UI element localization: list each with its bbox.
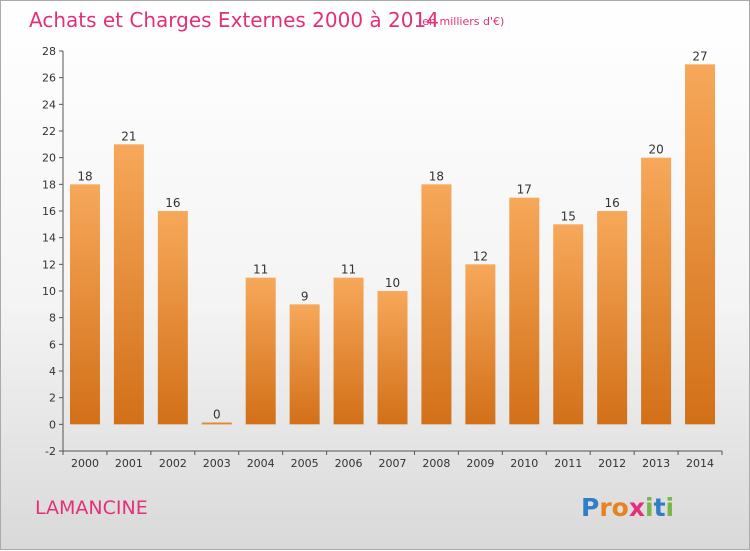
bar-value-label: 10 bbox=[385, 276, 400, 290]
bar bbox=[553, 224, 584, 425]
bar bbox=[113, 144, 144, 425]
bar-value-label: 15 bbox=[561, 209, 576, 223]
y-tick-label: 24 bbox=[42, 98, 56, 111]
bar bbox=[201, 422, 232, 425]
x-tick-label: 2006 bbox=[335, 457, 363, 470]
bar-value-label: 9 bbox=[301, 289, 309, 303]
commune-name: LAMANCINE bbox=[35, 497, 148, 519]
bar bbox=[465, 264, 496, 425]
y-tick-label: 10 bbox=[42, 285, 56, 298]
x-tick-label: 2008 bbox=[422, 457, 450, 470]
y-tick-label: 0 bbox=[49, 418, 56, 431]
bar bbox=[377, 291, 408, 425]
y-tick-label: 22 bbox=[42, 125, 56, 138]
y-tick-label: 20 bbox=[42, 152, 56, 165]
y-tick-label: 18 bbox=[42, 178, 56, 191]
chart-title: Achats et Charges Externes 2000 à 2014 bbox=[29, 8, 439, 32]
bar bbox=[157, 211, 188, 425]
bar-value-label: 16 bbox=[165, 196, 180, 210]
y-tick-label: 4 bbox=[49, 365, 56, 378]
logo-letter: i bbox=[645, 493, 654, 522]
y-tick-label: -2 bbox=[45, 445, 56, 458]
bar bbox=[685, 64, 716, 425]
x-tick-label: 2004 bbox=[247, 457, 275, 470]
logo-letter: r bbox=[599, 493, 612, 522]
plot-area: -202468101214161820222426281820002120011… bbox=[42, 45, 723, 470]
bar-value-label: 11 bbox=[341, 263, 356, 277]
bar-value-label: 27 bbox=[692, 49, 707, 63]
logo-letter: P bbox=[581, 493, 599, 522]
y-tick-label: 14 bbox=[42, 232, 56, 245]
bar-value-label: 18 bbox=[429, 169, 444, 183]
bar bbox=[69, 184, 100, 425]
y-tick-label: 2 bbox=[49, 392, 56, 405]
bar bbox=[641, 157, 672, 425]
bar-value-label: 20 bbox=[648, 143, 663, 157]
logo-letter: i bbox=[666, 493, 675, 522]
logo-letter: o bbox=[612, 493, 629, 522]
y-tick-label: 26 bbox=[42, 72, 56, 85]
bar bbox=[509, 197, 540, 425]
x-tick-label: 2005 bbox=[291, 457, 319, 470]
bar-value-label: 16 bbox=[605, 196, 620, 210]
bar-value-label: 12 bbox=[473, 249, 488, 263]
bar bbox=[333, 277, 364, 425]
x-tick-label: 2009 bbox=[466, 457, 494, 470]
bar-value-label: 18 bbox=[77, 169, 92, 183]
bar-value-label: 21 bbox=[121, 129, 136, 143]
bar-value-label: 17 bbox=[517, 183, 532, 197]
x-tick-label: 2011 bbox=[554, 457, 582, 470]
bar bbox=[421, 184, 452, 425]
bar-value-label: 0 bbox=[213, 407, 221, 421]
bar bbox=[597, 211, 628, 425]
bar-value-label: 11 bbox=[253, 263, 268, 277]
y-tick-label: 6 bbox=[49, 338, 56, 351]
logo-letter: x bbox=[629, 493, 645, 522]
x-tick-label: 2013 bbox=[642, 457, 670, 470]
x-tick-label: 2001 bbox=[115, 457, 143, 470]
y-tick-label: 12 bbox=[42, 258, 56, 271]
x-tick-label: 2010 bbox=[510, 457, 538, 470]
bar bbox=[245, 277, 276, 425]
x-tick-label: 2000 bbox=[71, 457, 99, 470]
y-tick-label: 16 bbox=[42, 205, 56, 218]
logo-letter: t bbox=[654, 493, 666, 522]
x-tick-label: 2007 bbox=[379, 457, 407, 470]
y-tick-label: 28 bbox=[42, 45, 56, 58]
y-tick-label: 8 bbox=[49, 312, 56, 325]
x-tick-label: 2002 bbox=[159, 457, 187, 470]
bar bbox=[289, 304, 320, 425]
proxiti-logo: Proxiti bbox=[581, 493, 674, 522]
chart-subtitle: (en milliers d'€) bbox=[418, 15, 504, 28]
x-tick-label: 2014 bbox=[686, 457, 714, 470]
x-tick-label: 2012 bbox=[598, 457, 626, 470]
x-tick-label: 2003 bbox=[203, 457, 231, 470]
